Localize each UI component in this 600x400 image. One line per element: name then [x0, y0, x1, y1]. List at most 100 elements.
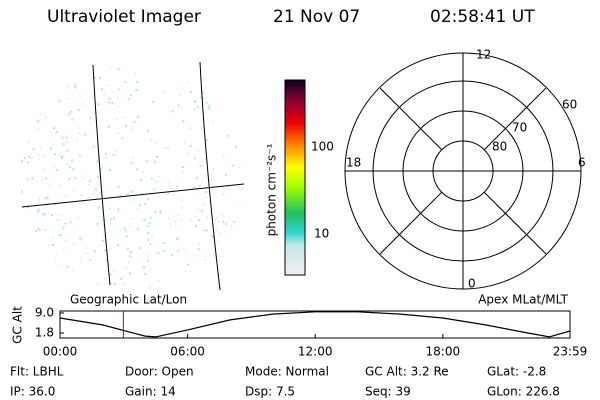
- speckle: [242, 74, 244, 77]
- speckle: [136, 168, 139, 171]
- speckle: [68, 217, 71, 220]
- speckle: [200, 210, 203, 213]
- speckle: [167, 191, 170, 194]
- speckle: [231, 164, 234, 167]
- speckle: [109, 273, 112, 276]
- speckle: [189, 145, 192, 148]
- speckle: [20, 285, 23, 288]
- speckle: [27, 140, 30, 143]
- speckle: [31, 117, 34, 120]
- speckle: [157, 252, 160, 255]
- speckle: [183, 280, 186, 283]
- speckle: [31, 231, 34, 234]
- speckle: [57, 234, 60, 237]
- speckle: [104, 152, 107, 155]
- speckle: [76, 216, 79, 219]
- speckle: [33, 119, 36, 122]
- speckle: [177, 104, 180, 107]
- speckle: [77, 132, 80, 135]
- speckle: [39, 147, 42, 150]
- speckle: [44, 197, 47, 200]
- speckle: [148, 222, 151, 225]
- speckle: [58, 185, 61, 188]
- speckle: [20, 279, 23, 282]
- speckle: [117, 132, 120, 135]
- speckle: [206, 153, 209, 156]
- info-field: Dsp: 7.5: [245, 385, 295, 399]
- speckle: [214, 269, 217, 272]
- speckle: [72, 168, 75, 171]
- speckle: [176, 236, 179, 239]
- speckle: [203, 258, 206, 261]
- speckle: [177, 214, 179, 217]
- speckle: [37, 127, 39, 130]
- speckle: [207, 106, 210, 109]
- speckle: [117, 68, 120, 71]
- speckle: [181, 166, 184, 168]
- speckle: [20, 115, 23, 118]
- speckle: [96, 283, 99, 286]
- speckle: [185, 75, 188, 78]
- speckle: [158, 175, 161, 178]
- speckle: [129, 94, 132, 97]
- speckle: [199, 280, 202, 283]
- speckle: [144, 273, 147, 275]
- speckle: [37, 78, 40, 81]
- speckle: [154, 142, 157, 145]
- speckle: [154, 180, 157, 183]
- speckle: [132, 156, 134, 159]
- speckle: [79, 237, 82, 240]
- speckle: [162, 241, 165, 244]
- speckle: [154, 160, 156, 163]
- speckle: [148, 231, 151, 234]
- speckle: [80, 194, 83, 197]
- speckle: [210, 234, 213, 237]
- speckle: [156, 181, 159, 184]
- speckle: [130, 161, 133, 164]
- speckle: [199, 165, 202, 168]
- speckle: [21, 266, 23, 269]
- speckle: [102, 239, 105, 242]
- x-tick-label: 06:00: [170, 345, 205, 359]
- speckle: [38, 119, 40, 122]
- speckle: [117, 185, 120, 188]
- speckle: [26, 271, 28, 274]
- speckle: [81, 103, 84, 106]
- speckle: [37, 227, 40, 230]
- speckle: [29, 92, 32, 95]
- speckle: [41, 269, 44, 272]
- speckle: [68, 112, 71, 115]
- speckle: [141, 218, 144, 221]
- speckle: [43, 168, 46, 171]
- speckle: [33, 83, 36, 86]
- speckle: [135, 88, 138, 91]
- speckle: [241, 82, 244, 85]
- speckle: [180, 219, 183, 221]
- speckle: [22, 127, 25, 130]
- speckle: [211, 258, 214, 261]
- speckle: [125, 267, 127, 270]
- time: 02:58:41 UT: [430, 7, 535, 27]
- speckle: [23, 124, 26, 127]
- speckle: [97, 206, 100, 209]
- speckle: [230, 225, 233, 228]
- y-tick-label: 9.0: [35, 305, 54, 319]
- speckle: [136, 207, 139, 210]
- speckle: [103, 234, 106, 237]
- speckle: [73, 286, 76, 289]
- speckle: [88, 179, 91, 182]
- speckle: [187, 81, 190, 84]
- speckle: [32, 113, 35, 116]
- speckle: [198, 219, 201, 222]
- speckle: [225, 279, 228, 282]
- speckle: [24, 88, 27, 91]
- speckle: [84, 133, 87, 136]
- speckle: [93, 76, 96, 79]
- speckle: [163, 147, 166, 150]
- speckle: [229, 112, 232, 115]
- speckle: [176, 186, 179, 189]
- speckle: [20, 154, 23, 157]
- speckle: [111, 102, 114, 105]
- speckle: [31, 177, 34, 180]
